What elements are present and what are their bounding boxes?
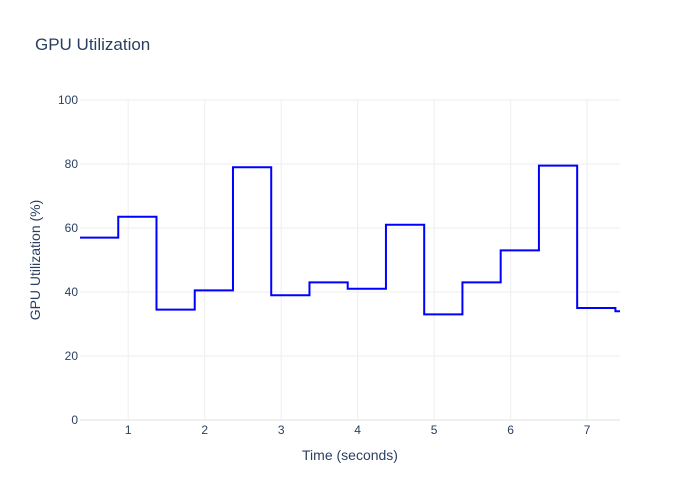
x-tick-label: 5: [431, 423, 438, 437]
y-tick-label: 40: [65, 285, 79, 299]
x-tick-label: 7: [584, 423, 591, 437]
y-axis-ticks: 0 20 40 60 80 100: [58, 93, 78, 427]
x-tick-label: 4: [354, 423, 361, 437]
x-tick-label: 3: [278, 423, 285, 437]
x-tick-label: 2: [201, 423, 208, 437]
chart-title: GPU Utilization: [35, 35, 150, 54]
y-tick-label: 20: [65, 349, 79, 363]
x-axis-label: Time (seconds): [302, 447, 398, 463]
grid-lines: [80, 99, 620, 421]
y-tick-label: 0: [71, 413, 78, 427]
y-axis-label: GPU Utilization (%): [27, 200, 43, 321]
y-tick-label: 60: [65, 221, 79, 235]
x-tick-label: 6: [507, 423, 514, 437]
y-tick-label: 100: [58, 93, 78, 107]
series-line: [80, 164, 620, 316]
y-tick-label: 80: [65, 157, 79, 171]
x-tick-label: 1: [125, 423, 132, 437]
series-group: [80, 164, 620, 316]
x-axis-ticks: 1 2 3 4 5 6 7: [125, 423, 591, 437]
